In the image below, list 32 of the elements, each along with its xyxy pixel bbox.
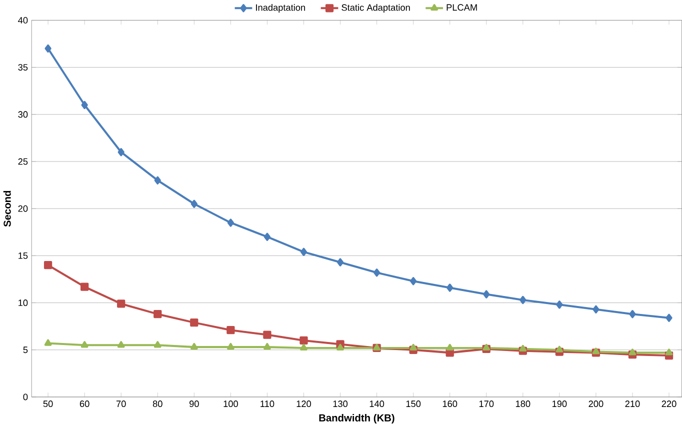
- x-tick-label: 220: [662, 400, 676, 408]
- x-tick-label: 160: [442, 400, 458, 408]
- x-tick-label: 150: [406, 400, 421, 408]
- x-tick-label: 180: [516, 400, 530, 408]
- y-tick-label: 0: [23, 394, 28, 400]
- y-tick-label: 15: [18, 252, 28, 259]
- x-tick-label: 100: [224, 400, 238, 408]
- y-tick-label: 10: [18, 300, 28, 306]
- x-tick-label: 70: [116, 400, 126, 408]
- y-axis-title: Second: [3, 190, 11, 227]
- x-tick-label: 190: [552, 400, 567, 408]
- x-tick-label: 210: [625, 400, 640, 408]
- x-tick-label: 80: [152, 400, 162, 408]
- legend-label: PLCAM: [446, 4, 477, 11]
- legend-label: Inadaptation: [256, 4, 305, 13]
- x-tick-label: 200: [588, 400, 604, 408]
- y-tick-label: 5: [23, 346, 28, 354]
- x-tick-label: 170: [479, 400, 494, 408]
- legend-label: Static Adaptation: [342, 4, 410, 13]
- y-tick-label: 35: [18, 64, 28, 71]
- x-tick-label: 90: [189, 400, 199, 408]
- x-tick-label: 60: [80, 400, 90, 408]
- y-tick-label: 20: [18, 205, 28, 212]
- y-tick-label: 30: [18, 111, 28, 118]
- y-tick-label: 40: [18, 17, 28, 24]
- x-tick-label: 140: [370, 400, 384, 408]
- x-tick-label: 110: [260, 400, 274, 408]
- y-tick-label: 25: [18, 158, 28, 165]
- x-axis-title: Bandwidth (KB): [319, 414, 394, 424]
- x-tick-label: 50: [43, 400, 53, 408]
- x-tick-label: 130: [333, 400, 348, 408]
- x-tick-label: 120: [296, 400, 312, 408]
